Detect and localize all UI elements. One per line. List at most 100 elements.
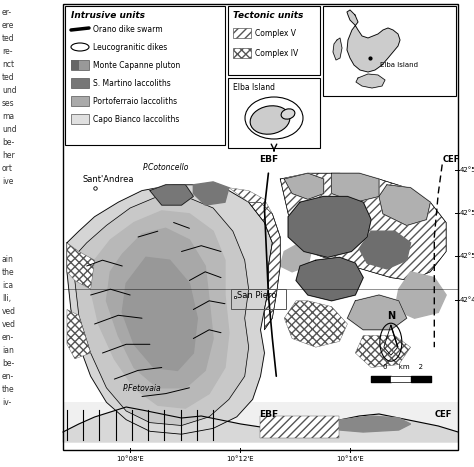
Ellipse shape [250,106,290,134]
Text: 10°08'E: 10°08'E [116,456,144,462]
Text: und: und [2,86,17,95]
Bar [71,60,79,70]
Bar [65,6,225,145]
Bar [261,416,339,438]
Text: ere: ere [2,21,14,30]
Text: ved: ved [2,307,16,316]
Text: und: und [2,125,17,134]
Ellipse shape [281,109,295,119]
Polygon shape [347,10,400,72]
Text: ted: ted [2,73,15,82]
Text: San Piero: San Piero [237,291,276,300]
Text: ma: ma [2,112,14,121]
Text: ive: ive [2,177,13,186]
Text: en-: en- [2,372,14,381]
Text: ian: ian [2,346,14,355]
Bar [63,4,458,450]
Text: the: the [2,385,15,394]
Polygon shape [91,211,229,408]
Polygon shape [391,347,398,355]
Text: iv-: iv- [2,398,11,407]
Text: re-: re- [2,47,12,56]
Polygon shape [359,231,410,269]
Text: ses: ses [2,99,15,108]
Text: Intrusive units: Intrusive units [71,11,145,20]
Text: Orano dike swarm: Orano dike swarm [93,24,163,34]
Text: ort: ort [2,164,13,173]
Text: nct: nct [2,60,14,69]
Bar [323,6,456,96]
Polygon shape [356,336,410,368]
Text: Tectonic units: Tectonic units [233,11,303,20]
Text: Sant'Andrea: Sant'Andrea [83,175,134,184]
Text: Complex IV: Complex IV [255,49,298,57]
Polygon shape [356,74,385,88]
Text: CEF: CEF [434,410,452,419]
Polygon shape [391,325,398,347]
Polygon shape [296,257,363,301]
Text: 0     km    2: 0 km 2 [383,364,423,370]
Bar [71,78,89,88]
Text: Complex V: Complex V [255,28,296,37]
Text: Monte Capanne pluton: Monte Capanne pluton [93,61,180,70]
Text: 10°16'E: 10°16'E [336,456,364,462]
Text: 42°52'N: 42°52'N [460,210,474,216]
Text: the: the [2,268,15,277]
Polygon shape [63,407,458,442]
Text: ain: ain [2,255,14,264]
Polygon shape [284,173,324,199]
Polygon shape [249,202,280,330]
Text: en-: en- [2,333,14,342]
Text: Leucogranitic dikes: Leucogranitic dikes [93,42,167,51]
Polygon shape [280,173,446,281]
Text: P.Fetovaia: P.Fetovaia [123,384,161,393]
Bar [228,78,320,148]
Text: 42°48'N: 42°48'N [460,297,474,303]
Polygon shape [280,243,312,272]
Polygon shape [229,188,273,214]
Bar [71,114,89,124]
Polygon shape [339,416,410,432]
Polygon shape [107,228,213,388]
Polygon shape [75,197,249,425]
Text: 42°54'N: 42°54'N [460,167,474,173]
Text: ved: ved [2,320,16,329]
Bar [231,289,286,309]
Text: EBF: EBF [259,410,278,419]
Text: EBF: EBF [259,155,278,163]
Polygon shape [395,272,446,318]
Polygon shape [193,182,229,205]
Polygon shape [67,185,273,434]
Text: 10°12'E: 10°12'E [226,456,254,462]
Bar [63,402,458,442]
Polygon shape [284,301,347,347]
Text: CEF: CEF [442,155,460,163]
Polygon shape [150,185,193,205]
Text: N: N [387,311,395,321]
Text: Elba Island: Elba Island [380,62,418,68]
Text: 42°50'N: 42°50'N [460,253,474,259]
Text: ted: ted [2,34,15,43]
Polygon shape [332,173,379,202]
Bar [71,60,89,70]
Polygon shape [67,310,91,359]
Bar [228,6,320,75]
Text: S. Martino laccoliths: S. Martino laccoliths [93,78,171,87]
Polygon shape [379,185,430,226]
Polygon shape [122,257,197,370]
Bar [233,28,251,38]
Polygon shape [288,197,371,257]
Polygon shape [347,295,407,330]
Bar [233,48,251,58]
Text: her: her [2,151,15,160]
Text: er-: er- [2,8,12,17]
Bar [71,96,89,106]
Text: lli,: lli, [2,294,11,303]
Text: ica: ica [2,281,13,290]
Polygon shape [67,243,95,289]
Text: Capo Bianco laccoliths: Capo Bianco laccoliths [93,114,179,123]
Text: Elba Island: Elba Island [233,83,275,92]
Text: Portoferraio laccoliths: Portoferraio laccoliths [93,97,177,106]
Text: P.Cotoncello: P.Cotoncello [143,163,189,172]
Polygon shape [333,38,342,60]
